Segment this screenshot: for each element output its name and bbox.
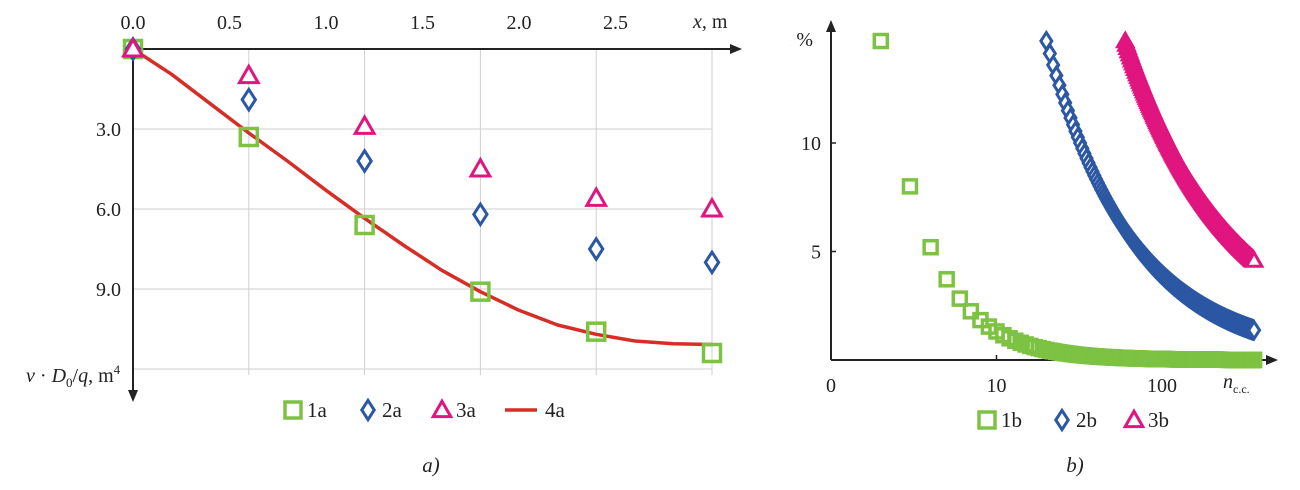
legend-label: 1b [1001, 408, 1022, 432]
x-tick-label: 10 [987, 375, 1007, 397]
series-1b-point [1245, 351, 1263, 369]
series-3a-point [468, 156, 493, 178]
series-2a-point [703, 249, 721, 276]
legend-marker-swatch [359, 397, 377, 423]
legend-label: 3b [1148, 408, 1169, 432]
chart-b-series [872, 29, 1265, 369]
chart-a-legend: 1a 2a 3a 4a [283, 397, 566, 423]
y-tick-label: 6.0 [96, 199, 121, 221]
series-1b [872, 32, 1263, 369]
series-1a [122, 38, 723, 364]
legend-marker-swatch [430, 398, 454, 419]
legend-item-2a: 2a [359, 397, 403, 423]
x-tick-label: 2.5 [603, 12, 628, 34]
y-tick-label: 3.0 [96, 119, 121, 141]
legend-marker-swatch [1053, 407, 1071, 433]
legend-item-3b: 3b [1122, 408, 1169, 432]
legend-label: 3a [456, 398, 477, 422]
y-axis-arrow [826, 20, 836, 32]
x-tick-label: 1.0 [314, 12, 339, 34]
series-2a-point [471, 201, 489, 228]
series-1b-point [951, 290, 969, 307]
x-tick-label: 100 [1147, 375, 1177, 397]
y-tick-label: 10 [801, 133, 821, 155]
x-axis-arrow [730, 44, 742, 54]
series-2a-point [240, 86, 258, 113]
series-1a-point [470, 281, 491, 302]
chart-b-tick-labels: 0 10 100 5 10 [801, 133, 1177, 397]
series-1b-point [922, 238, 939, 256]
chart-b-panel-label: b) [1066, 453, 1084, 477]
chart-b-legend: 1b 2b 3b [977, 407, 1169, 433]
chart-a-panel-label: a) [422, 453, 440, 477]
legend-item-1b: 1b [977, 408, 1022, 432]
legend-marker-swatch [1122, 408, 1146, 429]
series-3b [1114, 30, 1265, 268]
x-tick-label: 0.5 [217, 12, 242, 34]
series-2a-point [587, 236, 605, 262]
series-3a [121, 36, 724, 218]
series-1b-point [962, 303, 980, 320]
x-tick-label: 0 [826, 375, 836, 397]
legend-label: 2b [1076, 408, 1097, 432]
series-1a-point [585, 321, 607, 342]
x-tick-label: 0.0 [121, 12, 146, 34]
series-3a-point [352, 113, 377, 135]
legend-label: 2a [382, 398, 403, 422]
legend-label: 1a [307, 398, 328, 422]
series-2a [124, 36, 721, 276]
chart-a-series [121, 36, 724, 364]
series-3a-point [236, 63, 261, 85]
series-3a-point [584, 185, 609, 207]
series-4a-line [131, 47, 714, 347]
chart-a-grid [133, 49, 713, 375]
series-1b-point [872, 32, 890, 50]
chart-a-y-axis-label: v · D0/q, m4 [26, 362, 121, 390]
chart-b-y-axis-label: δ, % [790, 29, 813, 51]
legend-marker-swatch [283, 400, 303, 420]
x-axis-arrow [1266, 355, 1278, 365]
x-tick-label: 1.5 [410, 12, 435, 34]
x-tick-label: 2.0 [507, 12, 532, 34]
series-3b-point [1243, 249, 1265, 268]
legend-label: 4a [545, 398, 566, 422]
legend-item-2b: 2b [1053, 407, 1097, 433]
chart-b: 0 10 100 5 10 δ, % nc.c. 1b 2b 3b b) [790, 20, 1278, 477]
series-1a-point [238, 126, 260, 148]
chart-a: 0.0 0.5 1.0 1.5 2.0 2.5 3.0 6.0 9.0 x, m v · D0/… [26, 11, 742, 477]
chart-a-x-axis-label: x, m [692, 11, 728, 33]
chart-b-x-axis-label: nc.c. [1223, 371, 1250, 396]
chart-a-axes [128, 44, 742, 402]
series-1b-point [938, 271, 955, 288]
series-3a-point [700, 196, 724, 218]
series-2b [1039, 29, 1262, 342]
series-2b-point [1246, 319, 1262, 342]
chart-a-tick-labels: 0.0 0.5 1.0 1.5 2.0 2.5 3.0 6.0 9.0 [96, 12, 628, 301]
y-tick-label: 5 [811, 242, 821, 264]
series-3a-point [121, 36, 145, 58]
legend-item-1a: 1a [283, 398, 328, 422]
legend-item-3a: 3a [430, 398, 477, 422]
series-1a-point [354, 214, 375, 236]
legend-item-4a: 4a [505, 398, 566, 422]
legend-marker-swatch [977, 410, 997, 430]
series-1a-point [701, 342, 723, 364]
series-1b-point [901, 178, 919, 195]
series-2a-point [356, 148, 374, 174]
y-axis-arrow [128, 390, 138, 402]
y-tick-label: 9.0 [96, 279, 121, 301]
